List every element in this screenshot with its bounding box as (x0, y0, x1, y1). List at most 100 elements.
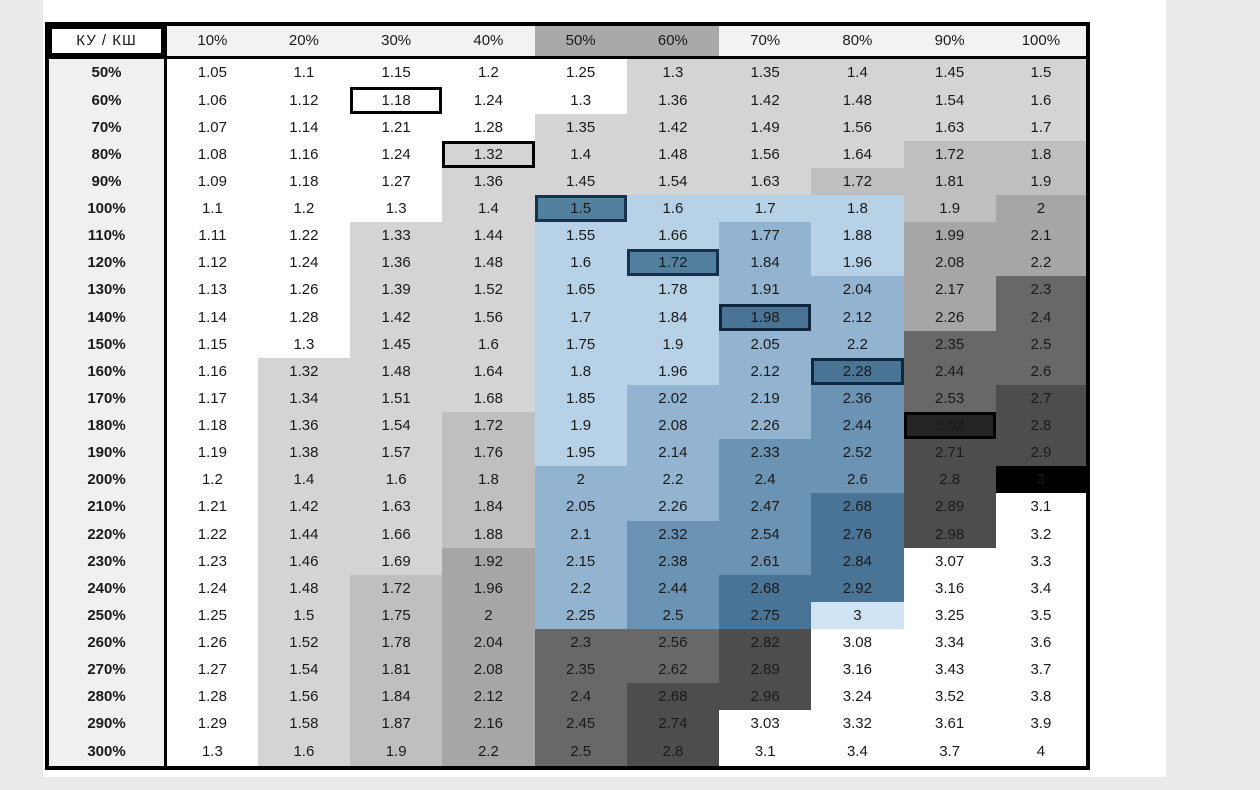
matrix-cell-240%-90%[interactable]: 3.16 (903, 574, 996, 602)
matrix-cell-280%-40%[interactable]: 2.12 (442, 683, 535, 711)
matrix-cell-110%-40%[interactable]: 1.44 (442, 222, 535, 250)
matrix-cell-280%-50%[interactable]: 2.4 (534, 683, 627, 711)
matrix-cell-110%-60%[interactable]: 1.66 (626, 222, 719, 250)
matrix-cell-70%-40%[interactable]: 1.28 (442, 113, 535, 141)
row-header-300%[interactable]: 300% (47, 737, 167, 768)
matrix-cell-200%-60%[interactable]: 2.2 (626, 466, 719, 494)
matrix-cell-240%-40%[interactable]: 1.96 (442, 574, 535, 602)
row-header-270%[interactable]: 270% (47, 656, 167, 684)
matrix-cell-220%-40%[interactable]: 1.88 (442, 520, 535, 548)
matrix-cell-100%-80%[interactable]: 1.8 (811, 195, 904, 223)
matrix-cell-250%-20%[interactable]: 1.5 (257, 601, 350, 630)
matrix-cell-170%-30%[interactable]: 1.51 (350, 384, 443, 413)
matrix-cell-100%-90%[interactable]: 1.9 (903, 195, 996, 223)
matrix-cell-300%-50%[interactable]: 2.5 (534, 737, 627, 768)
matrix-cell-60%-50%[interactable]: 1.3 (534, 86, 627, 114)
matrix-cell-230%-70%[interactable]: 2.61 (719, 547, 812, 575)
matrix-cell-130%-80%[interactable]: 2.04 (811, 276, 904, 304)
matrix-cell-80%-30%[interactable]: 1.24 (350, 140, 443, 168)
matrix-cell-120%-80%[interactable]: 1.96 (811, 249, 904, 277)
matrix-cell-240%-80%[interactable]: 2.92 (811, 574, 904, 602)
matrix-cell-260%-90%[interactable]: 3.34 (903, 629, 996, 657)
matrix-cell-120%-50%[interactable]: 1.6 (534, 249, 627, 277)
matrix-cell-210%-60%[interactable]: 2.26 (626, 493, 719, 521)
matrix-cell-250%-100%[interactable]: 3.5 (995, 601, 1088, 630)
matrix-cell-260%-60%[interactable]: 2.56 (626, 629, 719, 657)
matrix-cell-260%-20%[interactable]: 1.52 (257, 629, 350, 657)
matrix-cell-180%-20%[interactable]: 1.36 (257, 412, 350, 440)
row-header-280%[interactable]: 280% (47, 683, 167, 711)
matrix-cell-280%-80%[interactable]: 3.24 (811, 683, 904, 711)
matrix-cell-300%-40%[interactable]: 2.2 (442, 737, 535, 768)
matrix-cell-240%-70%[interactable]: 2.68 (719, 574, 812, 602)
matrix-cell-50%-40%[interactable]: 1.2 (442, 57, 535, 87)
matrix-cell-70%-20%[interactable]: 1.14 (257, 113, 350, 141)
matrix-cell-130%-60%[interactable]: 1.78 (626, 276, 719, 304)
matrix-cell-280%-90%[interactable]: 3.52 (903, 683, 996, 711)
matrix-cell-190%-20%[interactable]: 1.38 (257, 439, 350, 467)
matrix-cell-180%-50%[interactable]: 1.9 (534, 412, 627, 440)
matrix-cell-300%-30%[interactable]: 1.9 (350, 737, 443, 768)
matrix-cell-280%-70%[interactable]: 2.96 (719, 683, 812, 711)
matrix-cell-130%-100%[interactable]: 2.3 (995, 276, 1088, 304)
row-header-180%[interactable]: 180% (47, 412, 167, 440)
matrix-cell-220%-20%[interactable]: 1.44 (257, 520, 350, 548)
matrix-cell-170%-10%[interactable]: 1.17 (165, 384, 258, 413)
matrix-cell-200%-100%[interactable]: 3 (995, 466, 1088, 494)
matrix-cell-260%-30%[interactable]: 1.78 (350, 629, 443, 657)
matrix-cell-230%-90%[interactable]: 3.07 (903, 547, 996, 575)
matrix-cell-80%-80%[interactable]: 1.64 (811, 140, 904, 168)
matrix-cell-270%-40%[interactable]: 2.08 (442, 656, 535, 684)
matrix-cell-110%-100%[interactable]: 2.1 (995, 222, 1088, 250)
matrix-cell-300%-90%[interactable]: 3.7 (903, 737, 996, 768)
matrix-cell-100%-60%[interactable]: 1.6 (626, 195, 719, 223)
matrix-cell-150%-50%[interactable]: 1.75 (534, 330, 627, 358)
row-header-210%[interactable]: 210% (47, 493, 167, 521)
matrix-cell-190%-70%[interactable]: 2.33 (719, 439, 812, 467)
matrix-cell-220%-60%[interactable]: 2.32 (626, 520, 719, 548)
matrix-cell-170%-100%[interactable]: 2.7 (995, 384, 1088, 413)
matrix-cell-210%-40%[interactable]: 1.84 (442, 493, 535, 521)
matrix-cell-220%-80%[interactable]: 2.76 (811, 520, 904, 548)
matrix-cell-280%-10%[interactable]: 1.28 (165, 683, 258, 711)
col-header-60%[interactable]: 60% (626, 24, 719, 59)
matrix-cell-300%-10%[interactable]: 1.3 (165, 737, 258, 768)
matrix-cell-300%-100%[interactable]: 4 (995, 737, 1088, 768)
row-header-60%[interactable]: 60% (47, 86, 167, 114)
col-header-80%[interactable]: 80% (811, 24, 904, 59)
matrix-cell-160%-60%[interactable]: 1.96 (626, 357, 719, 385)
matrix-cell-170%-20%[interactable]: 1.34 (257, 384, 350, 413)
row-header-260%[interactable]: 260% (47, 629, 167, 657)
matrix-cell-270%-60%[interactable]: 2.62 (626, 656, 719, 684)
matrix-cell-50%-50%[interactable]: 1.25 (534, 57, 627, 87)
matrix-cell-250%-80%[interactable]: 3 (811, 601, 904, 630)
row-header-150%[interactable]: 150% (47, 330, 167, 358)
matrix-cell-80%-90%[interactable]: 1.72 (903, 140, 996, 168)
matrix-cell-300%-70%[interactable]: 3.1 (719, 737, 812, 768)
matrix-cell-230%-30%[interactable]: 1.69 (350, 547, 443, 575)
col-header-30%[interactable]: 30% (350, 24, 443, 59)
matrix-cell-150%-10%[interactable]: 1.15 (165, 330, 258, 358)
matrix-cell-220%-10%[interactable]: 1.22 (165, 520, 258, 548)
matrix-cell-60%-70%[interactable]: 1.42 (719, 86, 812, 114)
matrix-cell-100%-50%[interactable]: 1.5 (534, 195, 627, 223)
matrix-cell-250%-60%[interactable]: 2.5 (626, 601, 719, 630)
matrix-cell-160%-10%[interactable]: 1.16 (165, 357, 258, 385)
matrix-cell-260%-70%[interactable]: 2.82 (719, 629, 812, 657)
matrix-cell-60%-30%[interactable]: 1.18 (350, 86, 443, 114)
matrix-cell-200%-90%[interactable]: 2.8 (903, 466, 996, 494)
matrix-cell-280%-30%[interactable]: 1.84 (350, 683, 443, 711)
matrix-cell-90%-60%[interactable]: 1.54 (626, 167, 719, 196)
matrix-cell-200%-70%[interactable]: 2.4 (719, 466, 812, 494)
matrix-cell-130%-50%[interactable]: 1.65 (534, 276, 627, 304)
matrix-cell-120%-60%[interactable]: 1.72 (626, 249, 719, 277)
matrix-cell-130%-20%[interactable]: 1.26 (257, 276, 350, 304)
matrix-cell-120%-90%[interactable]: 2.08 (903, 249, 996, 277)
matrix-cell-130%-90%[interactable]: 2.17 (903, 276, 996, 304)
matrix-cell-290%-70%[interactable]: 3.03 (719, 710, 812, 738)
matrix-cell-80%-50%[interactable]: 1.4 (534, 140, 627, 168)
row-header-100%[interactable]: 100% (47, 195, 167, 223)
matrix-cell-210%-30%[interactable]: 1.63 (350, 493, 443, 521)
matrix-cell-230%-50%[interactable]: 2.15 (534, 547, 627, 575)
matrix-cell-130%-30%[interactable]: 1.39 (350, 276, 443, 304)
